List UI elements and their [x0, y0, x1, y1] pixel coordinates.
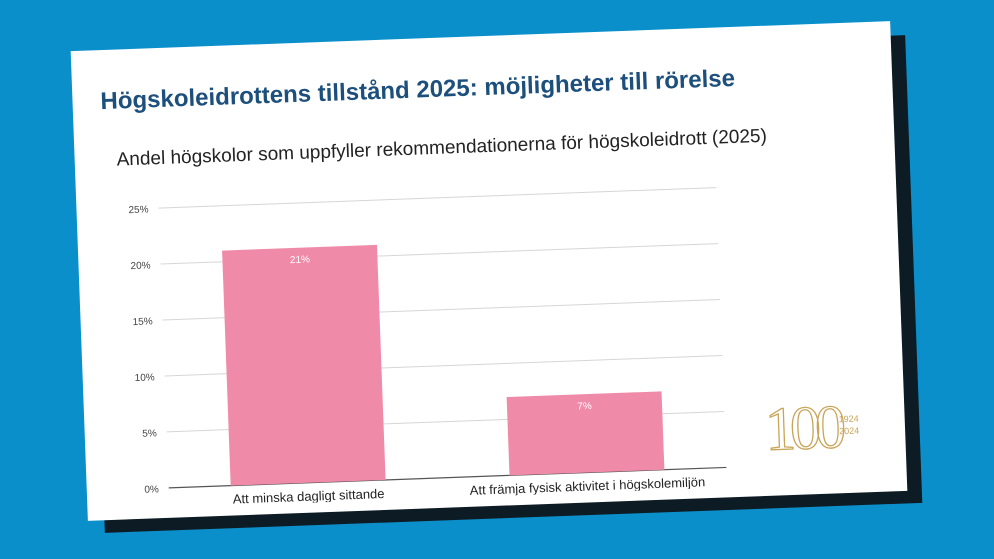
y-tick-label: 5% — [142, 428, 157, 440]
logo-year-end: 2024 — [839, 426, 859, 437]
bar — [506, 391, 665, 476]
y-tick-label: 0% — [144, 484, 159, 496]
y-tick-label: 20% — [130, 260, 151, 272]
slide-title: Högskoleidrottens tillstånd 2025: möjlig… — [100, 64, 736, 116]
bar-value-label: 7% — [577, 401, 592, 413]
slide-card: Högskoleidrottens tillstånd 2025: möjlig… — [70, 21, 908, 521]
y-tick-label: 25% — [128, 204, 149, 216]
y-tick-label: 10% — [134, 372, 155, 384]
gridline — [158, 187, 717, 209]
logo-mark: 100 — [764, 393, 845, 456]
y-tick-label: 15% — [132, 316, 153, 328]
x-tick-label: Att främja fysisk aktivitet i högskolemi… — [469, 474, 705, 498]
logo-year-start: 1924 — [838, 414, 858, 425]
bar-chart: 0% 5% 10% 15% 20% 25% 21% Att minska dagligt si… — [128, 187, 727, 507]
bar — [222, 244, 386, 486]
centenary-logo: 100 1924 2024 — [764, 392, 860, 456]
bar-value-label: 21% — [290, 254, 311, 266]
x-tick-label: Att minska dagligt sittande — [233, 486, 385, 507]
